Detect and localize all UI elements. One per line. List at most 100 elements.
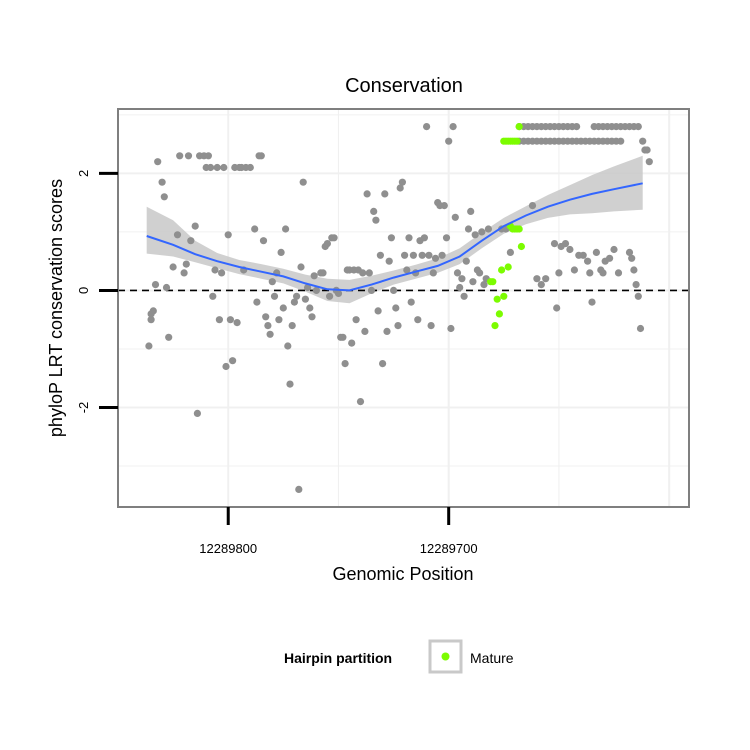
point-other xyxy=(471,231,479,239)
point-other xyxy=(229,357,237,365)
point-other xyxy=(226,316,234,324)
point-other xyxy=(158,178,166,186)
point-other xyxy=(453,269,462,277)
point-other xyxy=(207,163,215,172)
point-other xyxy=(147,310,155,318)
point-mature xyxy=(517,242,526,251)
point-other xyxy=(423,123,431,131)
point-other xyxy=(323,240,331,248)
point-other xyxy=(456,283,464,292)
point-other xyxy=(253,298,261,306)
point-other xyxy=(418,251,426,259)
point-other xyxy=(326,292,334,300)
point-other xyxy=(639,137,647,145)
point-other xyxy=(467,207,475,215)
point-other xyxy=(312,286,320,294)
point-other xyxy=(151,281,160,289)
point-other xyxy=(257,152,265,160)
point-mature xyxy=(489,278,497,286)
point-other xyxy=(449,123,457,131)
point-other xyxy=(341,360,349,368)
point-other xyxy=(308,313,316,321)
point-other xyxy=(566,245,574,254)
point-mature xyxy=(515,123,523,131)
point-other xyxy=(310,272,318,280)
point-other xyxy=(579,251,587,259)
point-other xyxy=(359,269,367,277)
panel-border xyxy=(117,108,690,508)
point-other xyxy=(643,146,651,154)
y-tick-label: 2 xyxy=(76,170,91,177)
point-other xyxy=(319,269,327,277)
point-other xyxy=(173,231,182,239)
point-other xyxy=(542,275,550,283)
point-other xyxy=(370,207,378,215)
legend: Hairpin partition Mature xyxy=(284,639,514,674)
point-other xyxy=(625,248,634,256)
point-other xyxy=(282,225,290,233)
point-other xyxy=(162,283,171,292)
point-other xyxy=(330,234,338,242)
point-other xyxy=(367,286,376,294)
point-other xyxy=(363,190,371,198)
point-other xyxy=(537,281,545,289)
point-other xyxy=(634,123,642,131)
point-other xyxy=(262,313,270,321)
legend-title: Hairpin partition xyxy=(284,650,392,666)
point-other xyxy=(561,240,570,248)
point-other xyxy=(414,316,422,324)
y-axis-label: phyloP LRT conservation scores xyxy=(46,179,66,437)
point-other xyxy=(270,292,279,300)
point-mature xyxy=(500,292,508,300)
point-other xyxy=(266,330,274,338)
point-other xyxy=(550,240,559,248)
point-other xyxy=(606,254,614,262)
point-other xyxy=(440,202,448,210)
legend-mature-dot xyxy=(441,652,450,661)
point-other xyxy=(222,362,230,371)
point-other xyxy=(180,269,188,277)
point-other xyxy=(528,202,537,210)
point-other xyxy=(573,123,581,131)
point-other xyxy=(403,266,411,274)
point-other xyxy=(645,158,653,166)
point-other xyxy=(220,163,228,172)
point-other xyxy=(295,485,303,493)
point-other xyxy=(160,193,168,201)
point-other xyxy=(376,251,384,259)
point-other xyxy=(478,228,486,236)
point-other xyxy=(306,304,314,312)
point-other xyxy=(374,307,382,315)
point-other xyxy=(614,269,623,277)
point-other xyxy=(617,137,625,145)
confidence-band xyxy=(146,155,643,304)
y-tick-label: -2 xyxy=(76,402,91,414)
point-other xyxy=(390,286,398,294)
point-other xyxy=(352,316,360,324)
point-other xyxy=(398,178,406,186)
point-other xyxy=(396,184,404,192)
point-other xyxy=(407,298,415,306)
point-other xyxy=(584,257,592,265)
point-other xyxy=(445,137,453,145)
point-other xyxy=(460,292,468,300)
x-tick-label: 12289800 xyxy=(199,541,257,556)
point-other xyxy=(233,319,241,327)
point-other xyxy=(297,263,305,271)
point-other xyxy=(251,225,259,233)
point-other xyxy=(169,263,177,271)
point-other xyxy=(334,289,343,297)
legend-label-mature: Mature xyxy=(470,650,514,666)
point-other xyxy=(268,278,276,286)
x-axis: 12289800 12289700 xyxy=(199,507,478,556)
point-other xyxy=(599,269,607,277)
point-other xyxy=(301,295,309,303)
point-other xyxy=(555,269,563,277)
point-mature xyxy=(498,266,506,274)
point-other xyxy=(218,269,226,277)
point-other xyxy=(193,409,201,417)
point-other xyxy=(264,322,272,330)
point-other xyxy=(588,298,596,306)
point-other xyxy=(277,248,285,256)
